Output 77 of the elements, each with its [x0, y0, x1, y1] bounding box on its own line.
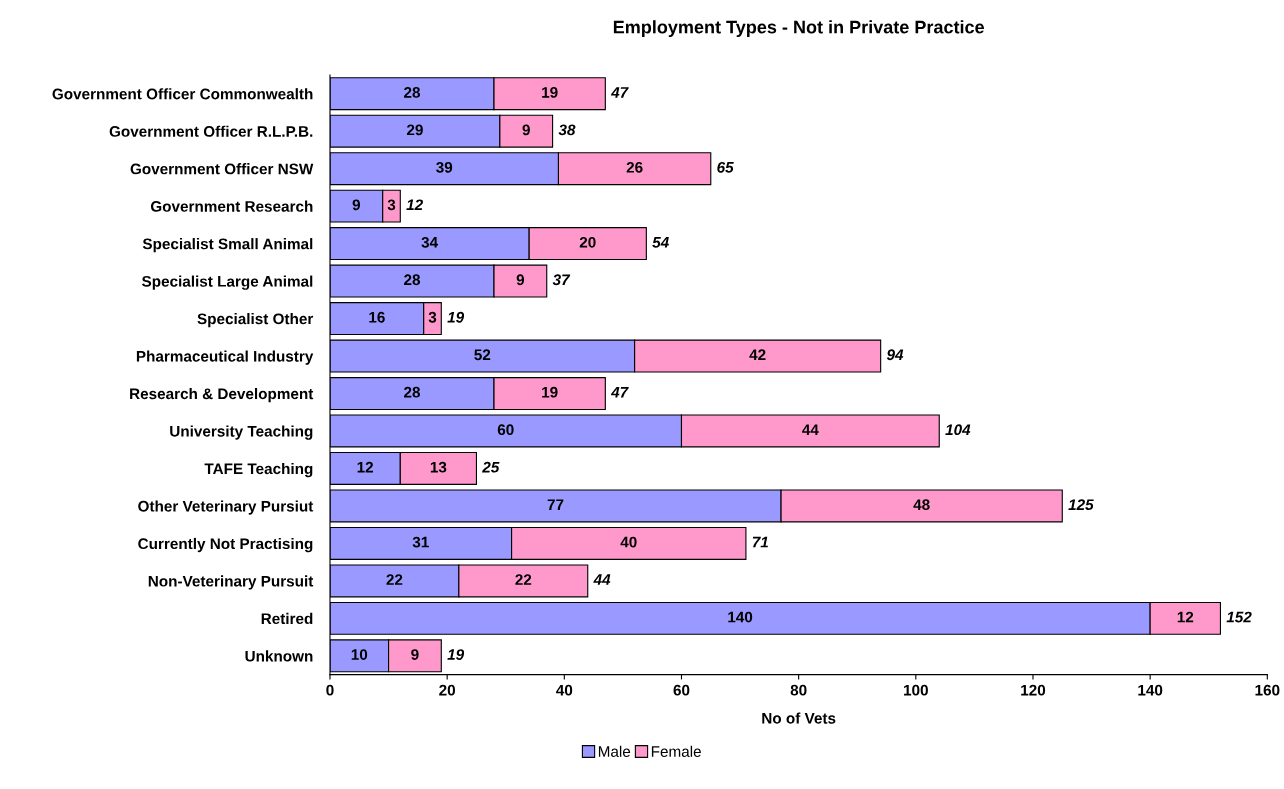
- y-tick-label: University Teaching: [170, 425, 313, 440]
- data-label: 12: [1177, 611, 1194, 623]
- y-tick-label: TAFE Teaching: [204, 462, 313, 478]
- data-label: 42: [749, 349, 766, 360]
- data-label: 39: [436, 161, 453, 173]
- total-label: 44: [593, 574, 611, 585]
- x-tick-label: 40: [556, 684, 573, 696]
- x-tick-label: 20: [439, 684, 456, 696]
- y-tick-label: Government Officer R.L.P.B.: [109, 125, 313, 137]
- legend-label: Female: [651, 745, 701, 757]
- y-tick-label: Government Officer NSW: [130, 163, 314, 175]
- data-label: 9: [411, 649, 419, 660]
- total-label: 71: [752, 536, 768, 548]
- chart-title: Employment Types - Not in Private Practice: [613, 20, 985, 38]
- y-tick-label: Unknown: [245, 650, 313, 662]
- data-label: 19: [542, 386, 558, 398]
- total-label: 47: [610, 386, 629, 398]
- data-label: 10: [351, 649, 368, 660]
- data-label: 40: [620, 536, 637, 548]
- y-tick-label: Research & Development: [130, 387, 314, 403]
- y-tick-label: Specialist Small Animal: [142, 238, 313, 253]
- x-tick-label: 140: [1138, 684, 1163, 696]
- data-label: 9: [522, 124, 530, 136]
- data-label: 31: [412, 536, 429, 548]
- y-tick-label: Non-Veterinary Pursuit: [148, 575, 314, 590]
- data-label: 3: [387, 199, 396, 211]
- data-label: 3: [428, 311, 437, 323]
- data-label: 16: [369, 311, 385, 323]
- data-label: 52: [474, 349, 491, 361]
- total-label: 65: [717, 161, 734, 173]
- data-label: 22: [515, 574, 532, 585]
- data-label: 77: [547, 499, 564, 510]
- total-label: 12: [406, 199, 423, 211]
- y-tick-label: Retired: [261, 612, 313, 625]
- data-label: 9: [352, 199, 361, 211]
- data-label: 22: [386, 574, 403, 585]
- data-label: 28: [404, 386, 421, 398]
- y-tick-label: Pharmaceutical Industry: [136, 350, 314, 365]
- total-label: 125: [1068, 499, 1094, 511]
- total-label: 25: [482, 461, 500, 473]
- x-tick-label: 160: [1255, 684, 1280, 696]
- data-label: 48: [913, 499, 930, 511]
- x-tick-label: 60: [673, 684, 690, 696]
- y-tick-label: Government Research: [150, 200, 313, 212]
- x-tick-label: 0: [326, 684, 334, 696]
- total-label: 37: [552, 274, 571, 286]
- x-tick-label: 80: [790, 684, 807, 696]
- total-label: 94: [886, 349, 904, 361]
- data-label: 26: [626, 161, 643, 173]
- x-tick-label: 100: [904, 684, 928, 696]
- data-label: 13: [430, 461, 447, 473]
- total-label: 38: [558, 124, 576, 136]
- data-label: 9: [516, 274, 525, 286]
- x-axis-title: No of Vets: [762, 712, 836, 724]
- data-label: 140: [728, 611, 753, 623]
- y-tick-label: Government Officer Commonwealth: [52, 88, 313, 100]
- total-label: 19: [447, 311, 465, 323]
- data-label: 28: [404, 86, 421, 98]
- total-label: 19: [447, 649, 465, 660]
- data-label: 34: [421, 236, 438, 248]
- y-tick-label: Other Veterinary Pursiut: [138, 500, 314, 515]
- y-tick-label: Currently Not Practising: [138, 537, 313, 553]
- y-tick-label: Specialist Large Animal: [141, 275, 313, 290]
- data-label: 19: [542, 86, 558, 98]
- total-label: 47: [610, 87, 629, 98]
- y-tick-label: Specialist Other: [197, 313, 314, 328]
- data-label: 12: [357, 461, 374, 473]
- data-label: 60: [497, 424, 514, 436]
- data-label: 44: [802, 424, 819, 435]
- total-label: 152: [1226, 611, 1252, 623]
- data-label: 29: [406, 124, 423, 136]
- data-label: 28: [404, 274, 421, 286]
- total-label: 104: [945, 424, 971, 436]
- x-tick-label: 120: [1021, 684, 1046, 696]
- total-label: 54: [652, 237, 669, 248]
- legend-label: Male: [598, 745, 631, 757]
- data-label: 20: [579, 236, 596, 248]
